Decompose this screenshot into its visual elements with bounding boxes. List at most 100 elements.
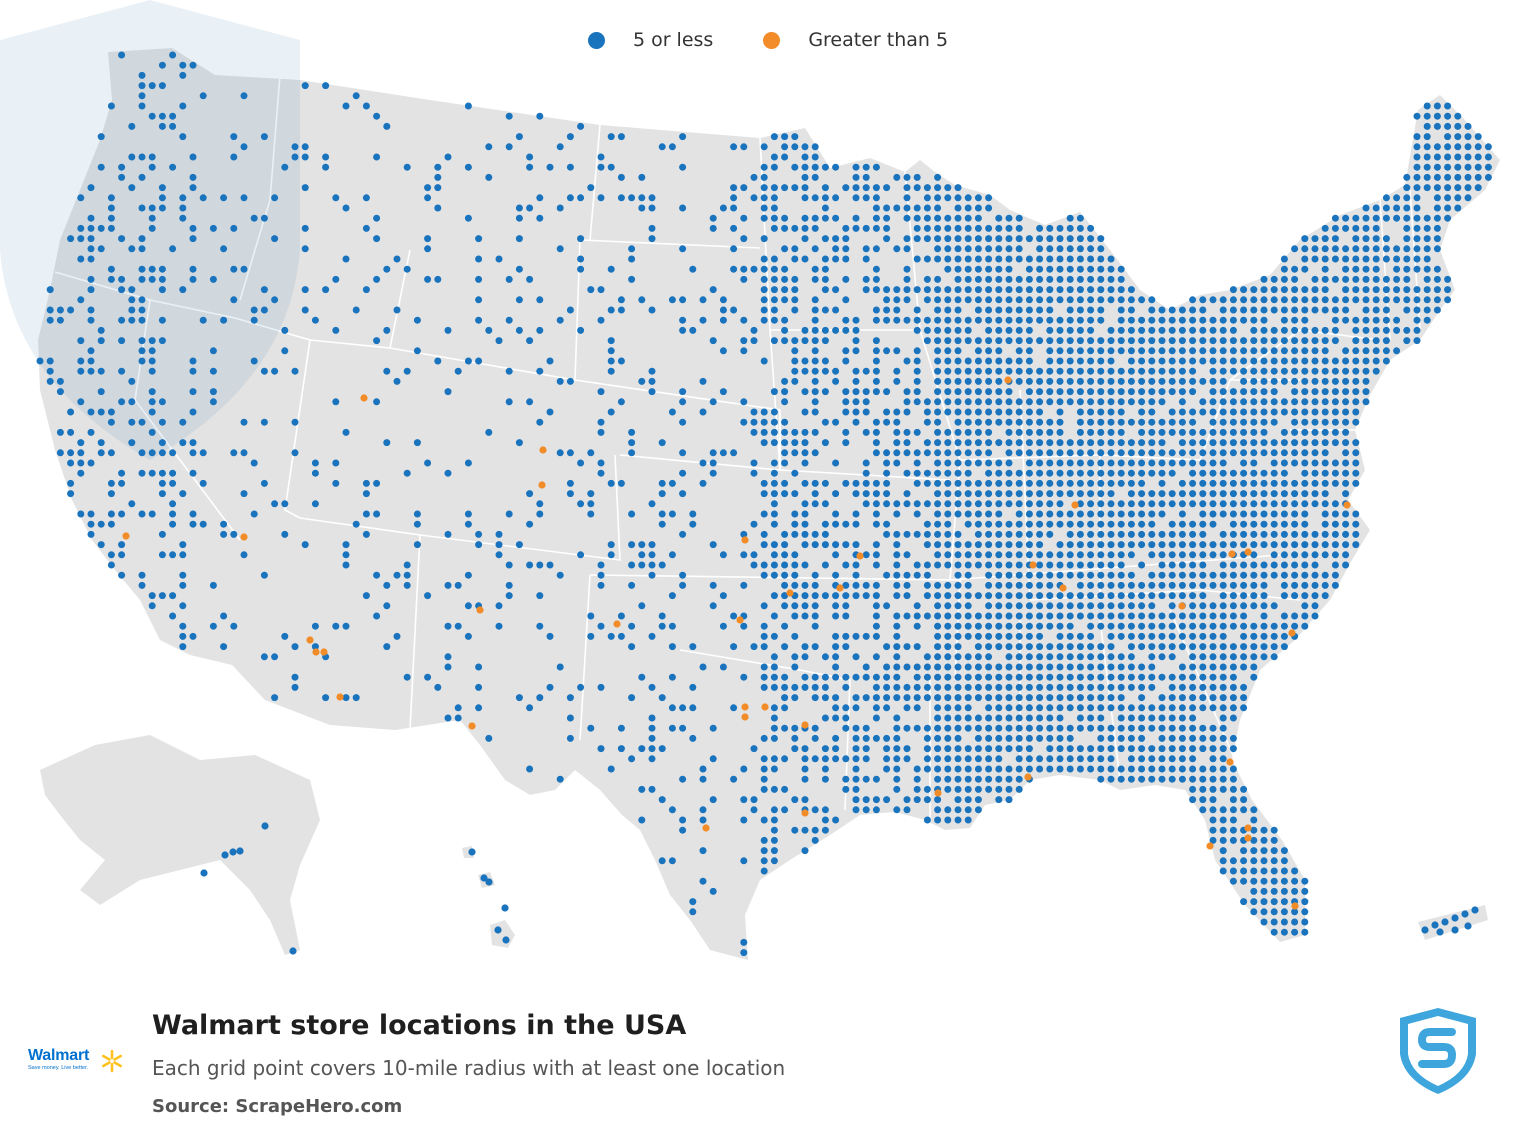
grid-point-greater-than-5 — [240, 533, 248, 541]
grid-point-5-or-less — [107, 520, 115, 528]
grid-point-5-or-less — [679, 581, 687, 589]
grid-point-5-or-less — [719, 663, 727, 671]
grid-point-5-or-less — [505, 367, 513, 375]
grid-point-5-or-less — [1270, 306, 1278, 314]
grid-point-5-or-less — [1291, 887, 1299, 895]
grid-point-5-or-less — [791, 694, 799, 702]
grid-point-5-or-less — [1066, 622, 1074, 630]
grid-point-5-or-less — [893, 592, 901, 600]
grid-point-5-or-less — [913, 347, 921, 355]
grid-point-5-or-less — [995, 490, 1003, 498]
grid-point-5-or-less — [801, 673, 809, 681]
grid-point-5-or-less — [138, 469, 146, 477]
grid-point-5-or-less — [801, 592, 809, 600]
grid-point-5-or-less — [974, 765, 982, 773]
grid-point-5-or-less — [770, 551, 778, 559]
grid-point-5-or-less — [1148, 612, 1156, 620]
grid-point-5-or-less — [934, 184, 942, 192]
grid-point-greater-than-5 — [934, 789, 942, 797]
grid-point-5-or-less — [934, 724, 942, 732]
grid-point-5-or-less — [1107, 408, 1115, 416]
grid-point-5-or-less — [995, 326, 1003, 334]
grid-point-5-or-less — [67, 428, 75, 436]
grid-point-5-or-less — [1209, 459, 1217, 467]
grid-point-5-or-less — [1158, 571, 1166, 579]
grid-point-5-or-less — [403, 265, 411, 273]
grid-point-5-or-less — [1158, 316, 1166, 324]
grid-point-5-or-less — [1250, 377, 1258, 385]
grid-point-5-or-less — [1382, 194, 1390, 202]
grid-point-5-or-less — [475, 704, 483, 712]
grid-point-5-or-less — [1280, 337, 1288, 345]
grid-point-5-or-less — [1331, 428, 1339, 436]
grid-point-5-or-less — [883, 224, 891, 232]
grid-point-5-or-less — [719, 204, 727, 212]
grid-point-5-or-less — [1301, 612, 1309, 620]
grid-point-5-or-less — [515, 235, 523, 243]
grid-point-5-or-less — [505, 510, 513, 518]
grid-point-5-or-less — [1025, 459, 1033, 467]
map-title: Walmart store locations in the USA — [152, 1010, 687, 1041]
grid-point-5-or-less — [811, 173, 819, 181]
grid-point-5-or-less — [1260, 306, 1268, 314]
grid-point-5-or-less — [1342, 377, 1350, 385]
grid-point-5-or-less — [1076, 683, 1084, 691]
grid-point-5-or-less — [1087, 377, 1095, 385]
grid-point-5-or-less — [872, 449, 880, 457]
grid-point-5-or-less — [1291, 500, 1299, 508]
grid-point-5-or-less — [1209, 418, 1217, 426]
grid-point-5-or-less — [1127, 377, 1135, 385]
grid-point-5-or-less — [801, 653, 809, 661]
grid-point-5-or-less — [1403, 326, 1411, 334]
grid-point-5-or-less — [1005, 602, 1013, 610]
grid-point-5-or-less — [1454, 163, 1462, 171]
grid-point-5-or-less — [607, 265, 615, 273]
grid-point-5-or-less — [1413, 306, 1421, 314]
grid-point-5-or-less — [1219, 428, 1227, 436]
grid-point-5-or-less — [964, 388, 972, 396]
grid-point-5-or-less — [1066, 734, 1074, 742]
grid-point-5-or-less — [1301, 561, 1309, 569]
hawaii-dots — [468, 848, 510, 944]
grid-point-5-or-less — [138, 71, 146, 79]
grid-point-5-or-less — [1311, 490, 1319, 498]
grid-point-5-or-less — [1270, 541, 1278, 549]
grid-point-5-or-less — [1036, 551, 1044, 559]
grid-point-5-or-less — [1015, 235, 1023, 243]
grid-point-5-or-less — [954, 581, 962, 589]
grid-point-5-or-less — [1229, 775, 1237, 783]
grid-point-5-or-less — [1066, 286, 1074, 294]
grid-point-5-or-less — [1066, 745, 1074, 753]
grid-point-5-or-less — [954, 602, 962, 610]
grid-point-5-or-less — [862, 745, 870, 753]
grid-point-5-or-less — [770, 663, 778, 671]
grid-point-5-or-less — [67, 306, 75, 314]
grid-point-5-or-less — [1331, 326, 1339, 334]
grid-point-5-or-less — [1270, 918, 1278, 926]
grid-point-5-or-less — [1127, 459, 1135, 467]
grid-point-5-or-less — [923, 286, 931, 294]
grid-point-5-or-less — [995, 367, 1003, 375]
grid-point-5-or-less — [1117, 500, 1125, 508]
grid-point-5-or-less — [1423, 214, 1431, 222]
grid-point-5-or-less — [1117, 581, 1125, 589]
grid-point-5-or-less — [811, 367, 819, 375]
grid-point-5-or-less — [1107, 326, 1115, 334]
grid-point-5-or-less — [1454, 133, 1462, 141]
grid-point-5-or-less — [1168, 459, 1176, 467]
grid-point-5-or-less — [862, 184, 870, 192]
grid-point-5-or-less — [1311, 541, 1319, 549]
grid-point-5-or-less — [934, 714, 942, 722]
grid-point-5-or-less — [1331, 275, 1339, 283]
grid-point-5-or-less — [230, 622, 238, 630]
grid-point-5-or-less — [1342, 286, 1350, 294]
grid-point-5-or-less — [1066, 673, 1074, 681]
grid-point-5-or-less — [1280, 408, 1288, 416]
grid-point-5-or-less — [1097, 275, 1105, 283]
grid-point-5-or-less — [1444, 133, 1452, 141]
grid-point-5-or-less — [1107, 694, 1115, 702]
grid-point-5-or-less — [1005, 775, 1013, 783]
grid-point-5-or-less — [475, 357, 483, 365]
grid-point-5-or-less — [923, 418, 931, 426]
grid-point-5-or-less — [740, 337, 748, 345]
